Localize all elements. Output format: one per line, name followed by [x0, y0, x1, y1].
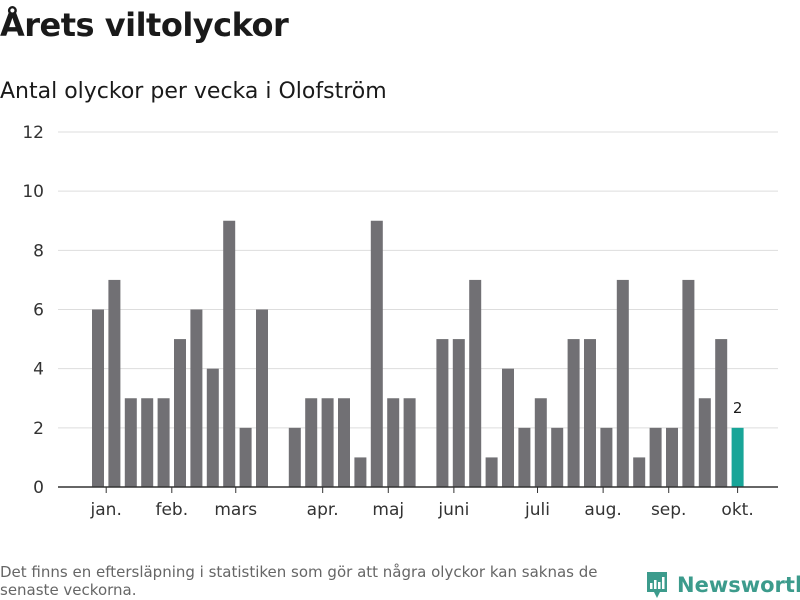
bar	[649, 427, 662, 487]
x-tick-label: juni	[437, 500, 469, 520]
bar	[551, 427, 564, 487]
x-tick-label: jan.	[90, 500, 122, 520]
x-tick-label: sep.	[651, 500, 687, 520]
bar	[190, 309, 203, 487]
bar	[452, 339, 465, 487]
x-tick-label: apr.	[307, 500, 339, 520]
chart-title: Årets viltolyckor	[0, 6, 289, 44]
bar	[715, 339, 728, 487]
bar	[584, 339, 596, 487]
x-tick-label: aug.	[584, 500, 621, 520]
x-tick-label: juli	[524, 500, 550, 520]
bar	[354, 457, 367, 487]
bar	[616, 279, 629, 487]
bar	[387, 398, 400, 487]
bar	[141, 398, 154, 487]
x-tick-label: mars	[214, 500, 257, 520]
chart-subtitle: Antal olyckor per vecka i Olofström	[0, 79, 387, 104]
bar	[682, 279, 695, 487]
bar	[256, 309, 268, 487]
bar	[436, 339, 449, 487]
bar	[698, 398, 711, 487]
x-tick-label: okt.	[721, 500, 753, 520]
x-tick-label: maj	[372, 500, 404, 520]
y-tick-label: 0	[33, 478, 44, 498]
brand-name: Newsworthy	[677, 573, 800, 597]
bar	[92, 309, 104, 487]
x-tick-label: feb.	[155, 500, 188, 520]
bar	[666, 427, 678, 487]
bar	[305, 398, 318, 487]
bar	[124, 398, 137, 487]
bar	[174, 339, 186, 487]
footnote: Det finns en eftersläpning i statistiken…	[0, 563, 598, 599]
bar	[600, 427, 613, 487]
bar	[567, 339, 580, 487]
bar	[321, 398, 334, 487]
x-axis-tick-labels: jan. feb. mars apr. maj juni juli aug. sep. okt.	[90, 487, 754, 520]
newsworthy-logo-icon	[647, 572, 667, 598]
bar	[518, 427, 531, 487]
bar	[108, 279, 121, 487]
bar	[534, 398, 547, 487]
bar	[731, 427, 744, 487]
bar	[469, 279, 482, 487]
y-tick-label: 10	[22, 182, 44, 202]
y-tick-label: 12	[22, 123, 44, 143]
data-labels: 2	[733, 399, 743, 417]
y-axis-tick-labels: 0 2 4 6 8 10 12	[22, 123, 44, 498]
bar-chart: 0 2 4 6 8 10 12 jan. feb. mars apr. maj juni juli aug…	[22, 123, 778, 520]
bar	[633, 457, 646, 487]
bar	[370, 220, 383, 487]
brand-logo[interactable]: Newsworthy	[645, 570, 800, 600]
bar	[403, 398, 416, 487]
gridlines	[58, 131, 778, 429]
y-tick-label: 4	[33, 360, 44, 380]
bar	[239, 427, 252, 487]
data-label: 2	[733, 399, 743, 417]
y-tick-label: 2	[33, 419, 44, 439]
bar	[338, 398, 350, 487]
bar	[502, 368, 514, 487]
bar	[288, 427, 301, 487]
bar	[485, 457, 498, 487]
bars	[92, 220, 744, 487]
y-tick-label: 6	[33, 301, 44, 321]
bar	[206, 368, 219, 487]
y-tick-label: 8	[33, 241, 44, 261]
bar	[157, 398, 170, 487]
bar	[223, 220, 236, 487]
